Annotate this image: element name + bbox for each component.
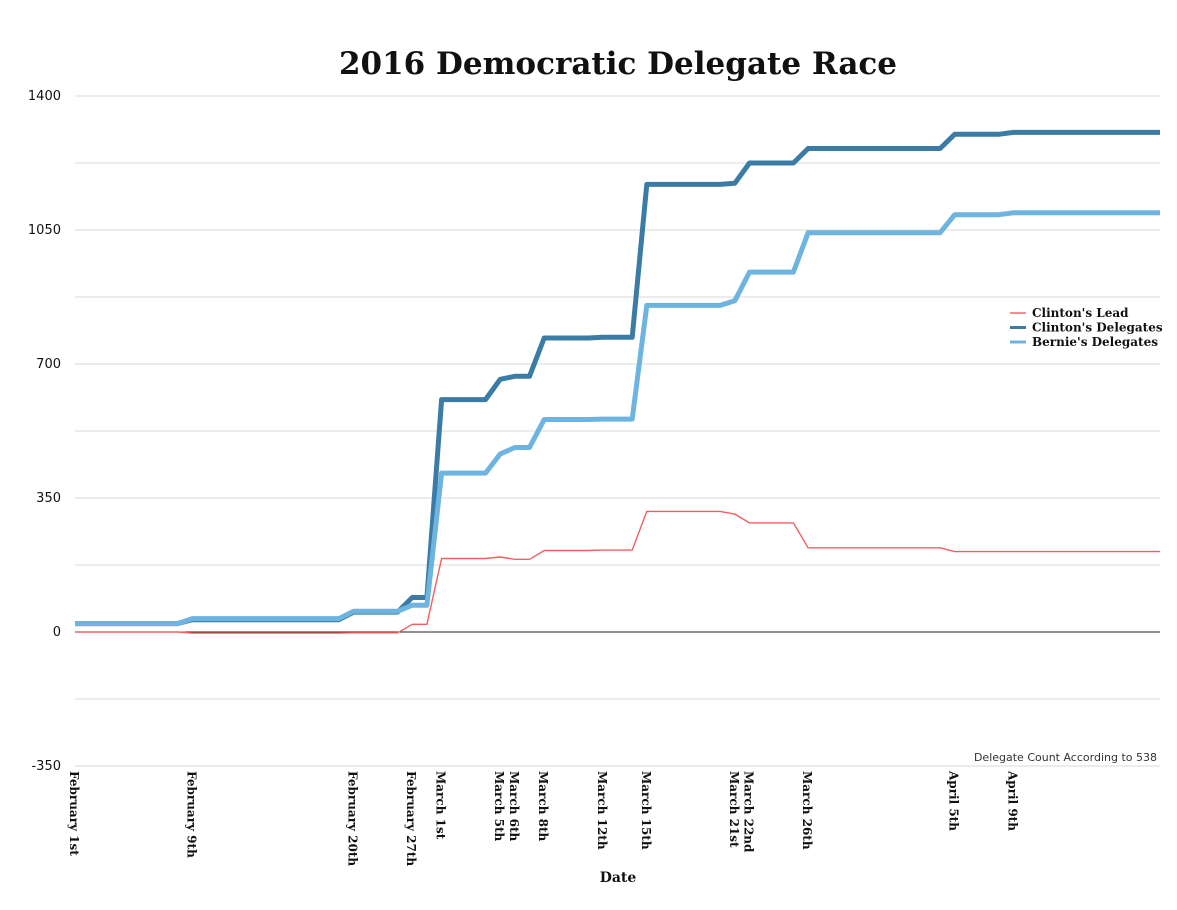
gridlines <box>75 95 1160 767</box>
x-tick-label: February 20th <box>346 771 360 866</box>
y-tick-label: 350 <box>36 491 61 506</box>
x-tick-label: March 1st <box>434 771 448 840</box>
series-line-clintons-lead <box>75 510 1160 634</box>
x-tick-label: April 9th <box>1005 770 1019 831</box>
x-tick-label: March 6th <box>507 771 521 841</box>
x-tick-label: March 21st <box>727 771 741 848</box>
x-tick-label: February 1st <box>67 771 81 856</box>
series-line-bernies-delegates <box>75 210 1160 627</box>
legend-label: Clinton's Lead <box>1032 306 1129 320</box>
y-tick-label: -350 <box>31 759 61 774</box>
x-tick-label: March 8th <box>536 771 550 841</box>
x-tick-label: February 9th <box>184 771 198 858</box>
y-tick-label: 0 <box>53 625 61 640</box>
y-tick-label: 700 <box>36 357 61 372</box>
source-annotation: Delegate Count According to 538 <box>974 751 1157 764</box>
y-axis-ticks: 1400 1050 700 350 0 -350 <box>28 89 61 774</box>
legend-label: Clinton's Delegates <box>1032 321 1163 335</box>
chart-title: 2016 Democratic Delegate Race <box>339 46 897 82</box>
y-tick-label: 1400 <box>28 89 61 104</box>
x-axis-label: Date <box>600 870 637 886</box>
x-tick-label: March 12th <box>595 771 609 850</box>
series-lines <box>75 129 1160 634</box>
legend-label: Bernie's Delegates <box>1032 335 1158 349</box>
y-tick-label: 1050 <box>28 223 61 238</box>
x-tick-label: March 15th <box>639 771 653 850</box>
x-tick-label: April 5th <box>947 770 961 831</box>
x-tick-label: March 22nd <box>742 771 756 853</box>
x-axis-ticks: February 1st February 9th February 20th Feb… <box>67 770 1019 866</box>
x-tick-label: February 27th <box>404 771 418 866</box>
x-tick-label: March 5th <box>492 771 506 841</box>
x-tick-label: March 26th <box>800 771 814 850</box>
